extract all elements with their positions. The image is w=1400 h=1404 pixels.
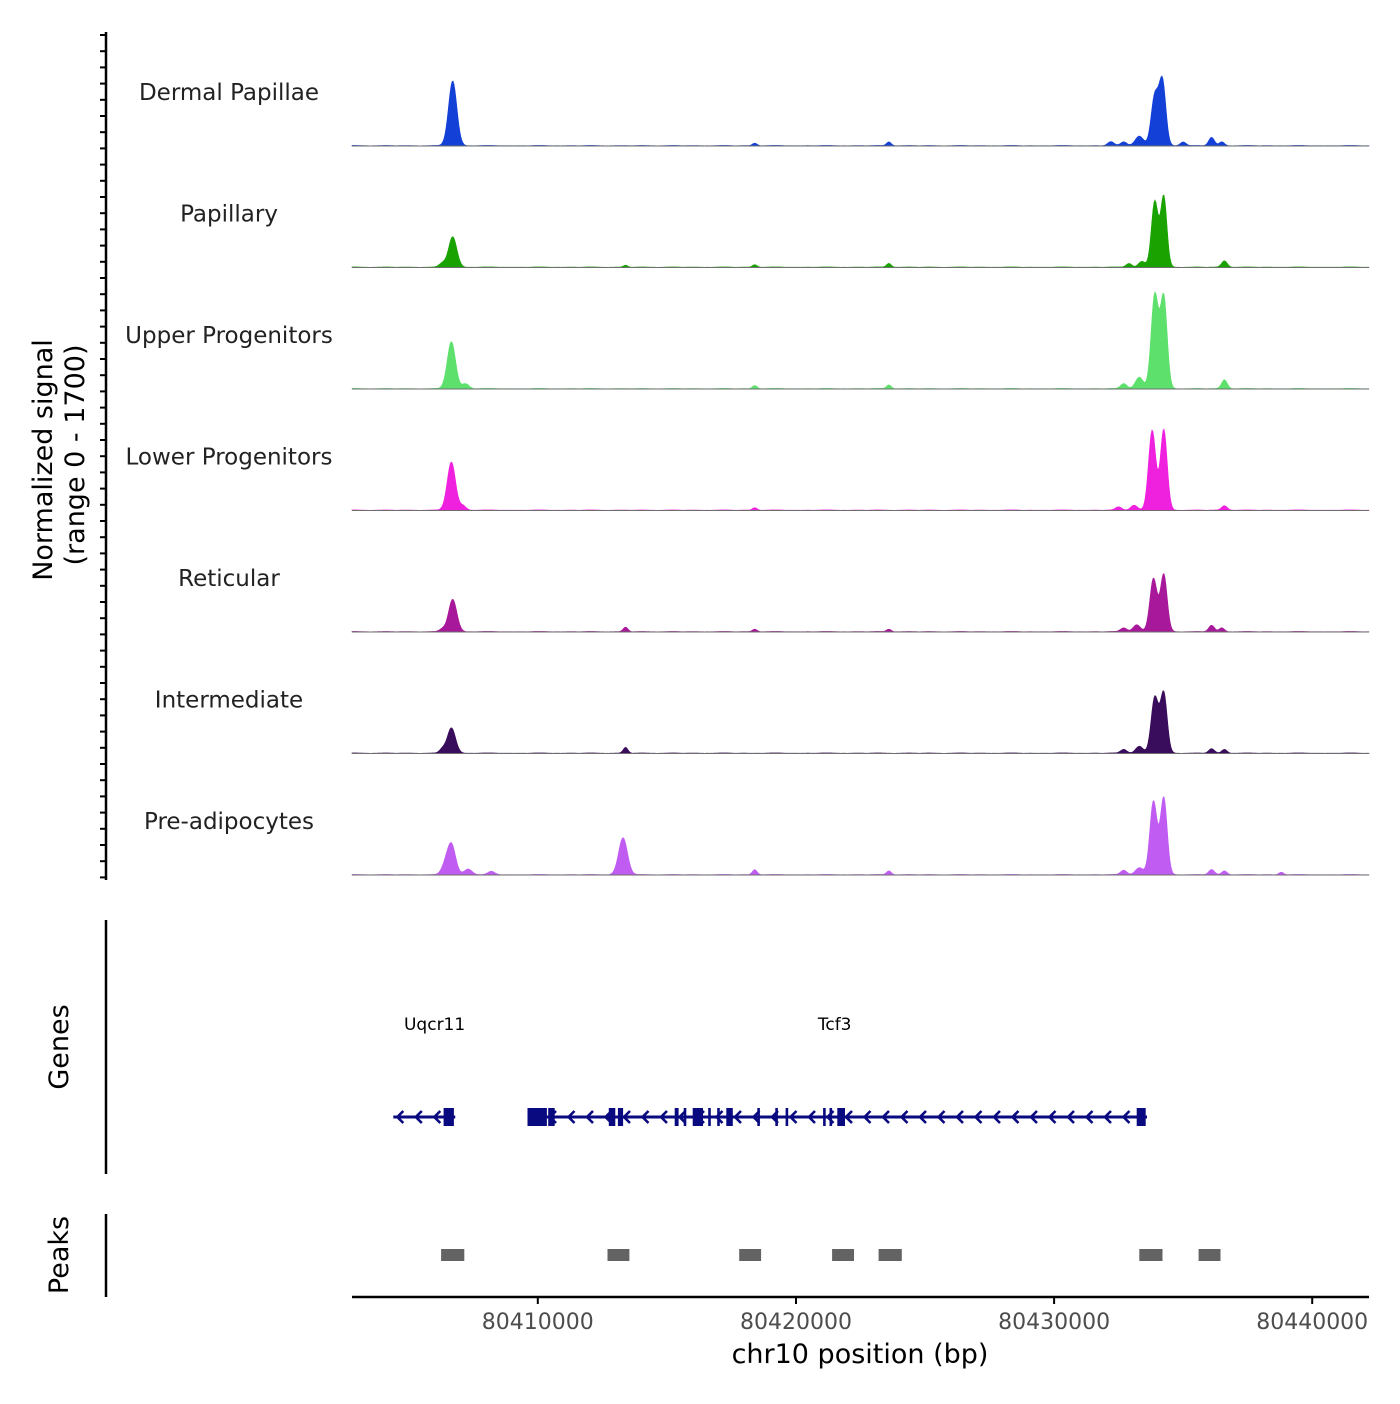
strand-arrow [1084, 1110, 1094, 1124]
strand-arrow [1121, 1110, 1131, 1124]
strand-arrow [585, 1110, 594, 1124]
gene-exon [708, 1108, 711, 1126]
track-label: Reticular [178, 566, 280, 592]
strand-arrow [973, 1110, 983, 1124]
strand-arrow [659, 1110, 668, 1124]
strand-arrow [733, 1110, 742, 1124]
peak-regions [441, 1249, 1221, 1261]
strand-arrow [1103, 1110, 1112, 1124]
peaks-panel: Peaks [44, 1214, 1221, 1297]
gene-uqcr11: Uqcr11 [393, 1015, 465, 1126]
track-dermal-papillae: Dermal Papillae [139, 75, 1370, 147]
signal-area [351, 194, 1370, 268]
strand-arrow [955, 1110, 964, 1124]
gene-exon [823, 1108, 826, 1126]
track-label: Upper Progenitors [125, 323, 333, 349]
gene-exon [674, 1108, 679, 1126]
track-label: Dermal Papillae [139, 80, 319, 106]
peak-region [878, 1249, 902, 1261]
track-label: Papillary [180, 202, 278, 228]
gene-exon [757, 1108, 760, 1126]
x-tick-label: 80420000 [740, 1310, 852, 1335]
gene-exon [829, 1108, 833, 1126]
track-label: Lower Progenitors [126, 445, 333, 471]
peak-region [1139, 1249, 1163, 1261]
strand-arrow [622, 1110, 631, 1124]
strand-arrow [918, 1110, 927, 1124]
strand-arrow [1047, 1110, 1057, 1124]
track-intermediate: Intermediate [155, 688, 1370, 754]
peak-region [832, 1249, 854, 1261]
genes-panel-label: Genes [44, 1004, 75, 1089]
peaks-panel-label: Peaks [44, 1216, 75, 1294]
x-axis: 80410000 80420000 80430000 80440000 chr10 p… [352, 1295, 1369, 1370]
gene-label: Uqcr11 [404, 1015, 465, 1035]
strand-arrow [788, 1110, 798, 1124]
gene-exon [608, 1108, 616, 1126]
track-label: Pre-adipocytes [144, 809, 314, 835]
strand-arrow [1029, 1110, 1038, 1124]
strand-arrow [992, 1110, 1001, 1124]
strand-arrow [413, 1110, 423, 1124]
gene-exon [837, 1108, 845, 1126]
x-tick-label: 80430000 [998, 1310, 1110, 1335]
signal-area [351, 291, 1370, 390]
strand-arrow [640, 1110, 650, 1124]
peak-region [739, 1249, 762, 1261]
strand-arrow [807, 1110, 816, 1124]
strand-arrow [862, 1110, 872, 1124]
gene-exon [726, 1108, 733, 1126]
strand-arrow [881, 1110, 890, 1124]
signal-area [351, 75, 1370, 147]
y-axis-label-line1: Normalized signal [28, 339, 59, 581]
signal-y-axis [100, 32, 108, 880]
peak-region [1198, 1249, 1221, 1261]
track-reticular: Reticular [178, 566, 1370, 633]
gene-exon [443, 1108, 454, 1126]
track-lower-progenitors: Lower Progenitors [126, 428, 1370, 511]
signal-tracks: Dermal Papillae Papillary Upper Progenitor… [125, 75, 1370, 876]
strand-arrow [1066, 1110, 1075, 1124]
signal-area [351, 690, 1370, 754]
x-tick-label: 80410000 [482, 1310, 594, 1335]
peak-region [441, 1249, 465, 1261]
y-axis-label-line2: (range 0 - 1700) [60, 345, 91, 566]
gene-exon [683, 1108, 687, 1126]
strand-arrow [432, 1110, 442, 1124]
signal-axis-ticks [100, 34, 106, 879]
x-tick-label: 80440000 [1256, 1310, 1368, 1335]
strand-arrow [677, 1110, 687, 1124]
strand-arrow [899, 1110, 909, 1124]
gene-exon [548, 1108, 555, 1126]
strand-arrow [844, 1110, 853, 1124]
gene-models: Uqcr11 Tcf3 [393, 1015, 1148, 1126]
strand-arrow [714, 1110, 724, 1124]
gene-exon [1136, 1108, 1146, 1126]
strand-arrow [1010, 1110, 1020, 1124]
gene-exon [785, 1108, 789, 1126]
signal-area [351, 573, 1370, 633]
peak-region [607, 1249, 630, 1261]
track-label: Intermediate [155, 688, 303, 714]
track-papillary: Papillary [180, 194, 1370, 268]
signal-area [351, 428, 1370, 511]
x-axis-title: chr10 position (bp) [732, 1339, 989, 1370]
gene-exon [717, 1108, 720, 1126]
genes-panel: Genes Uqcr11 Tcf3 [44, 920, 1148, 1174]
strand-arrow [566, 1110, 576, 1124]
strand-arrow [395, 1110, 405, 1124]
strand-arrow [936, 1110, 946, 1124]
gene-exon [775, 1108, 778, 1126]
gene-label: Tcf3 [817, 1015, 852, 1035]
x-axis-ticks: 80410000 80420000 80430000 80440000 [482, 1297, 1368, 1335]
gene-exon [692, 1108, 703, 1126]
gene-tcf3: Tcf3 [527, 1015, 1148, 1126]
track-upper-progenitors: Upper Progenitors [125, 291, 1370, 390]
signal-area [351, 796, 1370, 876]
track-pre-adipocytes: Pre-adipocytes [144, 796, 1370, 876]
gene-exon [617, 1108, 624, 1126]
gene-exon [527, 1108, 547, 1126]
